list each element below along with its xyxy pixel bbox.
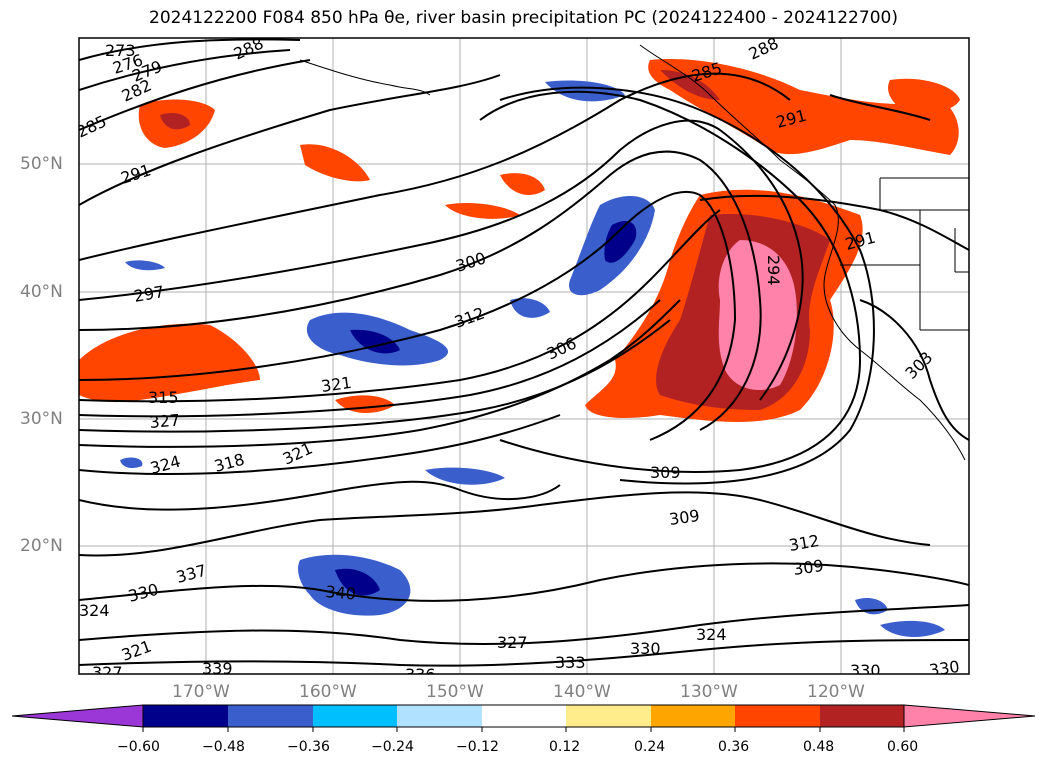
positive-pc-small3 (445, 203, 520, 219)
colorbar-extend-high (903, 704, 1036, 728)
negative-pc-sub (425, 467, 505, 485)
positive-pc-max (718, 240, 797, 390)
colorbar-tick-label: −0.24 (371, 739, 414, 755)
positive-pc-ne (888, 78, 960, 113)
contour-label: 333 (555, 653, 586, 672)
colorbar-extend-low (11, 704, 144, 728)
colorbar-tick-label: −0.12 (456, 739, 499, 755)
colorbar-tick-label: −0.36 (287, 739, 330, 755)
contour-label: 309 (650, 463, 681, 482)
negative-pc-west (120, 457, 143, 468)
colorbar-seg (397, 705, 482, 727)
lon-label: 150°W (426, 682, 484, 702)
theta-e-contours (79, 38, 969, 667)
contour-label: 327 (149, 410, 181, 432)
lat-label: 30°N (20, 409, 63, 429)
negative-pc-se (880, 620, 945, 637)
contour-label: 336 (405, 665, 436, 684)
contour-label: 327 (92, 663, 123, 682)
positive-pc-npac (300, 144, 370, 182)
lat-label: 40°N (20, 282, 63, 302)
colorbar-seg (735, 705, 820, 727)
lon-label: 130°W (680, 682, 738, 702)
positive-pc-north-core (660, 70, 720, 100)
colorbar-seg (228, 705, 313, 727)
colorbar (11, 704, 1036, 732)
contour-label: 321 (320, 373, 353, 396)
contour-label: 340 (325, 582, 357, 604)
colorbar-tick-label: 0.36 (718, 739, 750, 755)
colorbar-tick-label: 0.24 (634, 739, 666, 755)
positive-pc-north (648, 59, 959, 155)
colorbar-seg (820, 705, 904, 727)
contour-label: 330 (850, 661, 881, 680)
negative-pc-core (604, 220, 637, 263)
lon-label: 160°W (299, 682, 357, 702)
colorbar-seg (651, 705, 735, 727)
positive-pc-small1 (500, 173, 545, 195)
colorbar-tick-label: 0.60 (887, 739, 919, 755)
colorbar-seg (482, 705, 566, 727)
contour-label: 330 (928, 657, 961, 680)
colorbar-tick-label: −0.48 (202, 739, 245, 755)
contour-label: 294 (764, 255, 783, 286)
figure-title: 2024122200 F084 850 hPa θe, river basin … (149, 8, 898, 28)
lon-label: 170°W (172, 682, 230, 702)
negative-pc-central-core (350, 329, 400, 354)
contour-labels: 273 276 279 282 285 288 291 297 300 312 … (79, 38, 961, 684)
colorbar-ticks (142, 727, 905, 732)
lat-label: 20°N (20, 536, 63, 556)
colorbar-seg (566, 705, 651, 727)
colorbar-frame (142, 704, 905, 728)
contour-label: 315 (148, 388, 179, 407)
coastline (299, 44, 969, 461)
lon-label: 120°W (807, 682, 865, 702)
negative-pc-west2 (125, 260, 165, 271)
colorbar-tick-label: 0.48 (803, 739, 835, 755)
contour-label: 273 (105, 41, 136, 60)
lon-label: 140°W (553, 682, 611, 702)
contour-label: 309 (668, 506, 701, 529)
positive-pc-west (79, 323, 260, 403)
contour-label: 327 (497, 633, 528, 652)
colorbar-seg (143, 705, 228, 727)
map-frame (78, 37, 970, 675)
lat-label: 50°N (20, 154, 63, 174)
contour-label: 309 (792, 556, 825, 579)
colorbar-tick-label: 0.12 (549, 739, 581, 755)
precip-shading (79, 59, 960, 637)
colorbar-tick-label: −0.60 (117, 739, 160, 755)
contour-label: 324 (696, 625, 727, 644)
colorbar-seg (313, 705, 397, 727)
contour-label: 339 (202, 659, 233, 678)
positive-pc-aleutian-core (160, 113, 190, 130)
negative-pc-small (510, 298, 550, 318)
negative-pc-tropics-core (335, 568, 380, 596)
contour-label: 324 (79, 601, 110, 620)
contour-label: 330 (630, 639, 661, 658)
